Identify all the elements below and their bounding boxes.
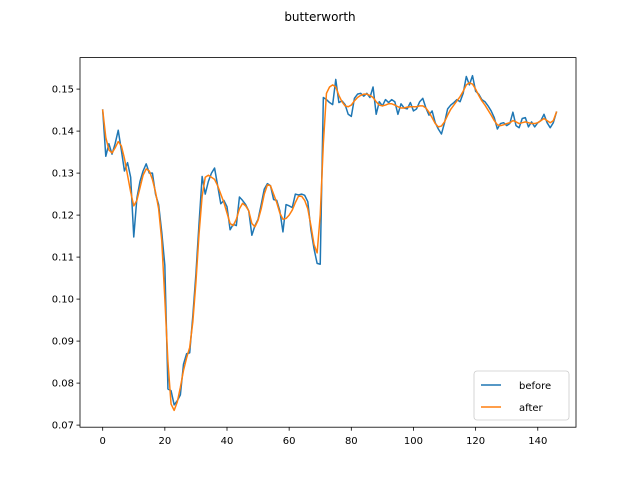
series-layer bbox=[101, 74, 558, 412]
y-tick-label: 0.07 bbox=[52, 421, 74, 432]
y-axis: 0.07 0.08 0.09 0.10 0.11 0.12 0.13 0.14 0.15 bbox=[52, 85, 80, 432]
y-tick-label: 0.10 bbox=[52, 295, 74, 306]
legend: before after bbox=[473, 370, 570, 421]
y-tick-label: 0.13 bbox=[52, 169, 74, 180]
x-tick-label: 80 bbox=[345, 436, 358, 447]
y-tick-label: 0.14 bbox=[52, 127, 74, 138]
x-tick-label: 60 bbox=[283, 436, 296, 447]
y-tick-label: 0.11 bbox=[52, 253, 74, 264]
legend-label-after: after bbox=[519, 403, 544, 414]
x-tick-label: 140 bbox=[528, 436, 547, 447]
x-tick-label: 120 bbox=[466, 436, 485, 447]
legend-label-before: before bbox=[519, 381, 551, 392]
y-tick-label: 0.15 bbox=[52, 85, 74, 96]
y-tick-label: 0.12 bbox=[52, 211, 74, 222]
x-tick-label: 40 bbox=[221, 436, 234, 447]
x-axis: 0 20 40 60 80 100 120 140 bbox=[99, 427, 547, 447]
x-tick-label: 0 bbox=[99, 436, 105, 447]
x-tick-label: 100 bbox=[404, 436, 423, 447]
y-tick-label: 0.09 bbox=[52, 337, 74, 348]
chart-title: butterworth bbox=[284, 10, 355, 24]
y-tick-label: 0.08 bbox=[52, 379, 74, 390]
series-line-after bbox=[101, 82, 558, 412]
x-tick-label: 20 bbox=[158, 436, 171, 447]
axes-frame bbox=[79, 57, 577, 428]
